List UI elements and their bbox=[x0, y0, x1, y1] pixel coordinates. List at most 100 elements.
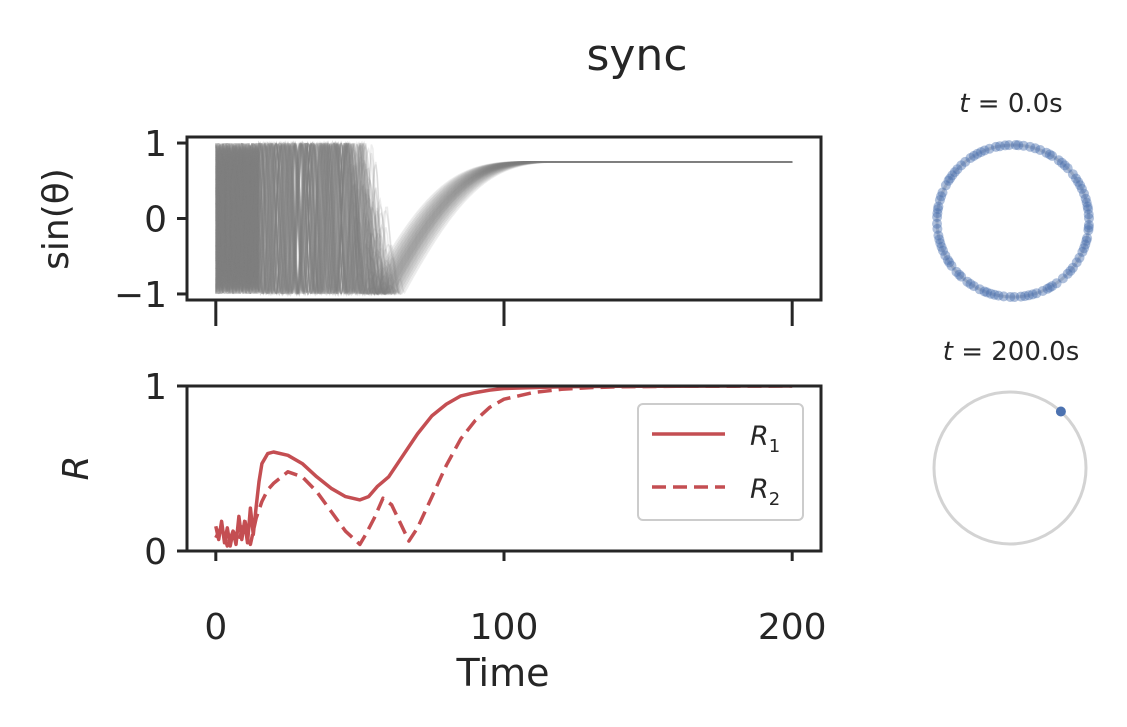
phase-point bbox=[1062, 163, 1073, 174]
phase-trace bbox=[215, 141, 793, 296]
phase-point bbox=[1083, 209, 1094, 220]
phase-point bbox=[1083, 220, 1094, 230]
phase-trace bbox=[215, 141, 793, 296]
phase-trace bbox=[215, 140, 793, 296]
phase-point bbox=[1081, 235, 1092, 246]
phase-trace bbox=[215, 142, 793, 296]
phase-point bbox=[1030, 143, 1041, 154]
phase-point bbox=[1023, 290, 1034, 301]
phase-trace bbox=[215, 142, 793, 297]
order-parameter-lines bbox=[214, 386, 793, 548]
phase-point bbox=[1084, 213, 1094, 224]
phase-trace bbox=[215, 140, 793, 297]
r-series-1 bbox=[214, 386, 793, 548]
phase-point bbox=[946, 260, 957, 271]
phase-point bbox=[1075, 180, 1086, 191]
phase-trace bbox=[215, 140, 793, 297]
phase-point bbox=[938, 245, 948, 256]
phase-trace bbox=[215, 140, 793, 296]
phase-point bbox=[998, 291, 1009, 302]
phase-point bbox=[962, 276, 973, 287]
phase-point bbox=[936, 242, 947, 252]
phase-trace bbox=[215, 141, 793, 296]
phase-trace bbox=[215, 143, 793, 296]
phase-trace bbox=[215, 142, 793, 296]
phase-point bbox=[1019, 291, 1030, 302]
r-xtick-label: 200 bbox=[758, 607, 827, 648]
phase-point bbox=[1083, 225, 1094, 236]
phase-point bbox=[1051, 278, 1062, 289]
phase-trace bbox=[215, 141, 793, 295]
phase-point bbox=[1031, 288, 1042, 299]
phase-trace bbox=[215, 141, 793, 295]
phase-point bbox=[1079, 188, 1089, 199]
phase-point bbox=[1067, 169, 1078, 180]
phase-trace bbox=[215, 141, 793, 297]
phase-point bbox=[1059, 160, 1070, 171]
phase-trace bbox=[215, 142, 793, 297]
circle-start-points bbox=[932, 140, 1094, 302]
phase-trace bbox=[215, 140, 793, 296]
phase-point bbox=[1025, 141, 1036, 152]
phase-point bbox=[1077, 246, 1088, 257]
phase-trace bbox=[215, 141, 793, 297]
phase-point bbox=[979, 286, 990, 297]
phase-point bbox=[982, 287, 992, 298]
phase-point bbox=[1074, 252, 1085, 263]
phase-trace bbox=[215, 142, 793, 296]
phase-trace bbox=[215, 140, 793, 296]
phase-point bbox=[1081, 197, 1092, 208]
phase-trace bbox=[215, 143, 793, 295]
phase-trace bbox=[215, 143, 793, 296]
phase-trace bbox=[215, 140, 793, 296]
phase-trace bbox=[215, 141, 793, 296]
figure-title: sync bbox=[586, 30, 687, 81]
phase-point bbox=[952, 164, 963, 175]
phase-trace bbox=[215, 142, 793, 297]
phase-traces-x-ticks bbox=[214, 300, 794, 326]
order-parameter-x-ticks: 0 100 200 bbox=[204, 551, 827, 648]
phase-trace bbox=[215, 140, 793, 296]
phase-point bbox=[1082, 201, 1093, 212]
phase-trace bbox=[215, 140, 793, 297]
phase-point bbox=[1080, 239, 1091, 250]
phase-trace bbox=[215, 142, 793, 295]
phase-point bbox=[932, 218, 942, 229]
phase-trace bbox=[215, 142, 793, 296]
phase-point bbox=[1027, 289, 1038, 300]
phase-point bbox=[1056, 157, 1067, 168]
phase-trace bbox=[215, 141, 793, 297]
phase-point bbox=[1000, 140, 1011, 151]
circle-start-title: t = 0.0s bbox=[959, 89, 1062, 119]
phase-point bbox=[934, 195, 945, 206]
phase-point bbox=[1083, 204, 1094, 215]
phase-ytick-label: 0 bbox=[144, 200, 167, 241]
phase-point bbox=[932, 204, 943, 215]
phase-point bbox=[932, 212, 943, 222]
phase-trace bbox=[215, 140, 793, 297]
phase-trace bbox=[215, 141, 793, 296]
phase-point bbox=[934, 234, 945, 245]
phase-trace bbox=[215, 141, 793, 297]
phase-trace bbox=[215, 141, 793, 296]
phase-point bbox=[1047, 150, 1058, 161]
phase-trace bbox=[215, 142, 793, 297]
phase-point bbox=[979, 145, 990, 156]
phase-point bbox=[1065, 265, 1076, 276]
phase-trace bbox=[215, 142, 793, 296]
phase-point bbox=[1041, 147, 1052, 158]
phase-trace bbox=[215, 140, 793, 297]
phase-ytick-label: −1 bbox=[114, 275, 167, 316]
phase-trace bbox=[215, 140, 793, 298]
phase-trace bbox=[215, 140, 793, 297]
phase-point bbox=[940, 250, 951, 261]
phase-point bbox=[1035, 145, 1046, 155]
phase-trace bbox=[215, 142, 793, 297]
phase-point bbox=[994, 141, 1005, 152]
phase-point bbox=[1080, 193, 1091, 204]
phase-trace bbox=[215, 142, 793, 296]
phase-trace bbox=[215, 141, 793, 296]
phase-trace bbox=[215, 140, 793, 297]
phase-point bbox=[1053, 155, 1064, 166]
